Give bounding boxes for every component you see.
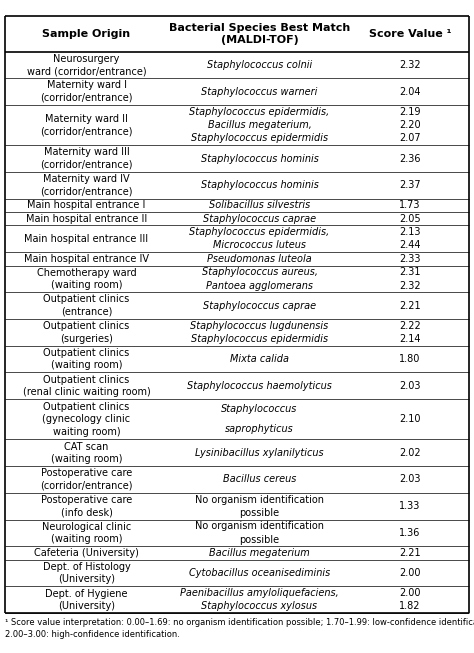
Text: Bacillus megaterium: Bacillus megaterium bbox=[209, 548, 310, 558]
Text: 1.80: 1.80 bbox=[399, 354, 421, 364]
Text: ¹ Score value interpretation: 0.00–1.69: no organism identification possible; 1.: ¹ Score value interpretation: 0.00–1.69:… bbox=[5, 618, 474, 639]
Text: possible: possible bbox=[239, 508, 280, 518]
Text: Staphylococcus aureus,: Staphylococcus aureus, bbox=[201, 267, 318, 278]
Text: 2.10: 2.10 bbox=[399, 414, 421, 424]
Text: Chemotherapy ward
(waiting room): Chemotherapy ward (waiting room) bbox=[36, 268, 137, 290]
Text: Cafeteria (University): Cafeteria (University) bbox=[34, 548, 139, 558]
Text: 2.32: 2.32 bbox=[399, 281, 421, 291]
Text: Pseudomonas luteola: Pseudomonas luteola bbox=[207, 254, 312, 264]
Text: 2.33: 2.33 bbox=[399, 254, 421, 264]
Text: Maternity ward II
(corridor/entrance): Maternity ward II (corridor/entrance) bbox=[40, 114, 133, 136]
Text: 2.02: 2.02 bbox=[399, 448, 421, 458]
Text: 2.04: 2.04 bbox=[399, 87, 421, 97]
Text: Staphylococcus epidermidis: Staphylococcus epidermidis bbox=[191, 334, 328, 344]
Text: Staphylococcus caprae: Staphylococcus caprae bbox=[203, 300, 316, 311]
Text: 2.07: 2.07 bbox=[399, 133, 421, 144]
Text: 2.00: 2.00 bbox=[399, 568, 421, 578]
Text: Neurological clinic
(waiting room): Neurological clinic (waiting room) bbox=[42, 522, 131, 544]
Text: 2.21: 2.21 bbox=[399, 300, 421, 311]
Text: Main hospital entrance III: Main hospital entrance III bbox=[25, 234, 148, 244]
Text: Micrococcus luteus: Micrococcus luteus bbox=[213, 240, 306, 251]
Text: 2.21: 2.21 bbox=[399, 548, 421, 558]
Text: Main hospital entrance I: Main hospital entrance I bbox=[27, 200, 146, 210]
Text: Mixta calida: Mixta calida bbox=[230, 354, 289, 364]
Text: Staphylococcus colnii: Staphylococcus colnii bbox=[207, 60, 312, 70]
Text: CAT scan
(waiting room): CAT scan (waiting room) bbox=[51, 441, 122, 464]
Text: 2.44: 2.44 bbox=[399, 240, 421, 251]
Text: Bacillus megaterium,: Bacillus megaterium, bbox=[208, 120, 311, 130]
Text: 2.32: 2.32 bbox=[399, 60, 421, 70]
Text: Paenibacillus amyloliquefaciens,: Paenibacillus amyloliquefaciens, bbox=[180, 588, 339, 598]
Text: Outpatient clinics
(waiting room): Outpatient clinics (waiting room) bbox=[44, 348, 129, 370]
Text: Maternity ward IV
(corridor/entrance): Maternity ward IV (corridor/entrance) bbox=[40, 174, 133, 197]
Text: saprophyticus: saprophyticus bbox=[225, 424, 294, 434]
Text: 2.20: 2.20 bbox=[399, 120, 421, 130]
Text: 2.19: 2.19 bbox=[399, 106, 421, 117]
Text: Outpatient clinics
(surgeries): Outpatient clinics (surgeries) bbox=[44, 321, 129, 343]
Text: 2.37: 2.37 bbox=[399, 180, 421, 190]
Text: Staphylococcus: Staphylococcus bbox=[221, 404, 298, 414]
Text: 2.13: 2.13 bbox=[399, 227, 421, 237]
Text: 2.22: 2.22 bbox=[399, 321, 421, 330]
Text: Solibacillus silvestris: Solibacillus silvestris bbox=[209, 200, 310, 210]
Text: Outpatient clinics
(entrance): Outpatient clinics (entrance) bbox=[44, 295, 129, 317]
Text: 1.73: 1.73 bbox=[399, 200, 421, 210]
Text: 1.36: 1.36 bbox=[399, 528, 421, 538]
Text: Staphylococcus epidermidis: Staphylococcus epidermidis bbox=[191, 133, 328, 144]
Text: Lysinibacillus xylanilyticus: Lysinibacillus xylanilyticus bbox=[195, 448, 324, 458]
Text: Staphylococcus lugdunensis: Staphylococcus lugdunensis bbox=[191, 321, 328, 330]
Text: Neurosurgery
ward (corridor/entrance): Neurosurgery ward (corridor/entrance) bbox=[27, 54, 146, 76]
Text: Sample Origin: Sample Origin bbox=[43, 29, 130, 39]
Text: Postoperative care
(info desk): Postoperative care (info desk) bbox=[41, 495, 132, 517]
Text: Maternity ward III
(corridor/entrance): Maternity ward III (corridor/entrance) bbox=[40, 148, 133, 170]
Text: Staphylococcus haemolyticus: Staphylococcus haemolyticus bbox=[187, 381, 332, 391]
Text: Staphylococcus hominis: Staphylococcus hominis bbox=[201, 180, 319, 190]
Text: No organism identification: No organism identification bbox=[195, 494, 324, 505]
Text: Main hospital entrance II: Main hospital entrance II bbox=[26, 214, 147, 224]
Text: 2.05: 2.05 bbox=[399, 214, 421, 224]
Text: Dept. of Hygiene
(University): Dept. of Hygiene (University) bbox=[45, 588, 128, 611]
Text: Staphylococcus hominis: Staphylococcus hominis bbox=[201, 153, 319, 163]
Text: Pantoea agglomerans: Pantoea agglomerans bbox=[206, 281, 313, 291]
Text: 2.03: 2.03 bbox=[399, 475, 421, 485]
Text: Dept. of Histology
(University): Dept. of Histology (University) bbox=[43, 562, 130, 584]
Text: 1.33: 1.33 bbox=[399, 502, 421, 511]
Text: possible: possible bbox=[239, 535, 280, 545]
Text: Main hospital entrance IV: Main hospital entrance IV bbox=[24, 254, 149, 264]
Text: Outpatient clinics
(renal clinic waiting room): Outpatient clinics (renal clinic waiting… bbox=[23, 375, 150, 397]
Text: Staphylococcus xylosus: Staphylococcus xylosus bbox=[201, 601, 318, 611]
Text: Bacterial Species Best Match
(MALDI-TOF): Bacterial Species Best Match (MALDI-TOF) bbox=[169, 23, 350, 45]
Text: Staphylococcus epidermidis,: Staphylococcus epidermidis, bbox=[190, 227, 329, 237]
Text: 2.03: 2.03 bbox=[399, 381, 421, 391]
Text: Outpatient clinics
(gynecology clinic
waiting room): Outpatient clinics (gynecology clinic wa… bbox=[43, 402, 130, 437]
Text: 2.31: 2.31 bbox=[399, 267, 421, 278]
Text: Staphylococcus caprae: Staphylococcus caprae bbox=[203, 214, 316, 224]
Text: 2.00: 2.00 bbox=[399, 588, 421, 598]
Text: Staphylococcus warneri: Staphylococcus warneri bbox=[201, 87, 318, 97]
Text: 1.82: 1.82 bbox=[399, 601, 421, 611]
Text: Maternity ward I
(corridor/entrance): Maternity ward I (corridor/entrance) bbox=[40, 80, 133, 103]
Text: Score Value ¹: Score Value ¹ bbox=[369, 29, 451, 39]
Text: 2.36: 2.36 bbox=[399, 153, 421, 163]
Text: Staphylococcus epidermidis,: Staphylococcus epidermidis, bbox=[190, 106, 329, 117]
Text: Postoperative care
(corridor/entrance): Postoperative care (corridor/entrance) bbox=[40, 468, 133, 490]
Text: No organism identification: No organism identification bbox=[195, 521, 324, 532]
Text: 2.14: 2.14 bbox=[399, 334, 421, 344]
Text: Bacillus cereus: Bacillus cereus bbox=[223, 475, 296, 485]
Text: Cytobacillus oceanisediminis: Cytobacillus oceanisediminis bbox=[189, 568, 330, 578]
